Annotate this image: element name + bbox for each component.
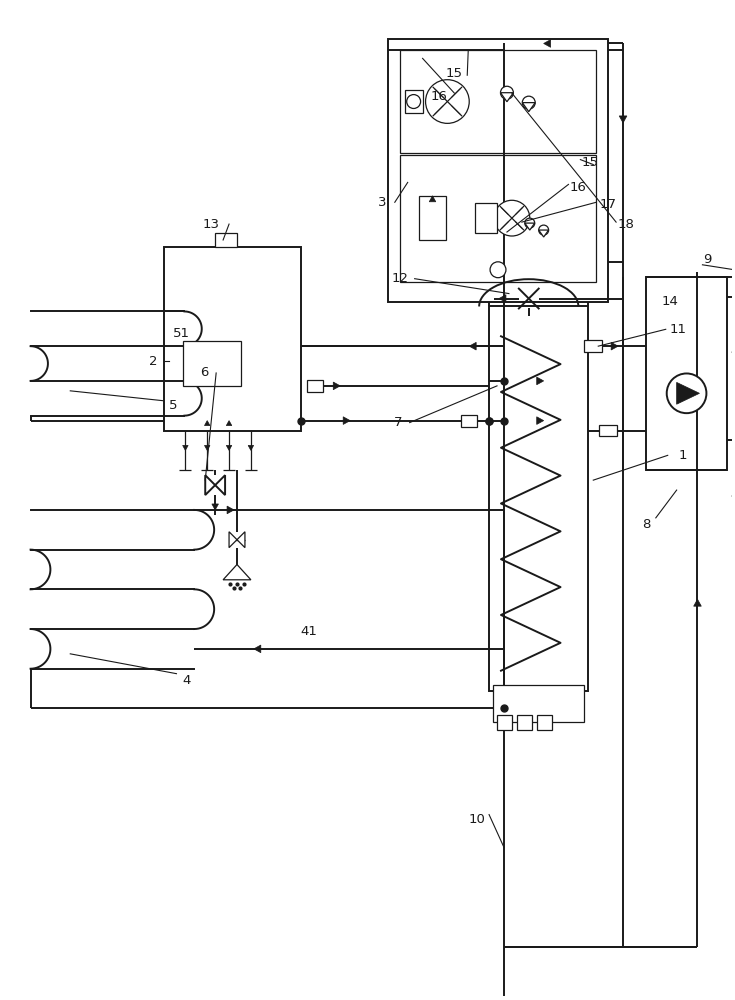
- Bar: [400, 50, 596, 153]
- Polygon shape: [525, 223, 535, 230]
- Bar: [493, 685, 584, 722]
- Circle shape: [539, 225, 548, 235]
- Circle shape: [406, 95, 420, 108]
- Polygon shape: [227, 506, 234, 514]
- Bar: [476, 203, 497, 233]
- Bar: [584, 340, 602, 352]
- Text: 14: 14: [662, 295, 678, 308]
- Bar: [400, 155, 596, 282]
- Polygon shape: [537, 417, 544, 424]
- Bar: [497, 715, 512, 730]
- Circle shape: [525, 218, 535, 228]
- Text: 13: 13: [203, 218, 220, 231]
- Circle shape: [494, 200, 530, 236]
- Text: 6: 6: [200, 366, 209, 379]
- Polygon shape: [333, 382, 340, 390]
- Text: 16: 16: [570, 181, 587, 194]
- Polygon shape: [248, 445, 254, 450]
- Text: 15: 15: [582, 156, 599, 169]
- Polygon shape: [499, 295, 506, 302]
- Text: 1: 1: [678, 449, 686, 462]
- Polygon shape: [204, 421, 210, 426]
- Polygon shape: [183, 445, 188, 450]
- Text: 18: 18: [617, 218, 634, 231]
- Bar: [307, 380, 323, 392]
- Polygon shape: [254, 645, 261, 653]
- Polygon shape: [619, 116, 627, 123]
- Bar: [599, 425, 617, 436]
- Text: 5: 5: [169, 399, 178, 412]
- Circle shape: [501, 86, 513, 99]
- Polygon shape: [215, 475, 225, 495]
- Bar: [419, 196, 446, 240]
- Polygon shape: [537, 377, 544, 385]
- Polygon shape: [226, 445, 232, 450]
- Bar: [405, 90, 423, 113]
- Polygon shape: [677, 382, 700, 404]
- Text: 2: 2: [149, 355, 158, 368]
- Polygon shape: [429, 196, 436, 202]
- Circle shape: [667, 373, 706, 413]
- Bar: [184, 341, 241, 386]
- Polygon shape: [223, 565, 251, 580]
- Text: 8: 8: [642, 518, 650, 531]
- Polygon shape: [212, 504, 218, 510]
- Polygon shape: [469, 342, 476, 350]
- Polygon shape: [204, 445, 210, 450]
- Circle shape: [426, 80, 469, 123]
- Text: 15: 15: [446, 67, 463, 80]
- Bar: [388, 39, 608, 302]
- Polygon shape: [229, 532, 237, 548]
- Bar: [489, 306, 588, 691]
- Text: 7: 7: [393, 416, 402, 429]
- Bar: [215, 233, 237, 247]
- Polygon shape: [544, 40, 551, 47]
- Polygon shape: [226, 421, 232, 426]
- Polygon shape: [205, 475, 215, 495]
- Text: 11: 11: [669, 323, 686, 336]
- Polygon shape: [523, 103, 535, 112]
- Bar: [517, 715, 531, 730]
- Text: 16: 16: [431, 90, 448, 103]
- Text: 12: 12: [391, 272, 408, 285]
- Text: 4: 4: [182, 674, 190, 687]
- Polygon shape: [611, 342, 618, 350]
- Polygon shape: [732, 480, 735, 497]
- Bar: [462, 415, 477, 427]
- Polygon shape: [694, 599, 701, 606]
- Polygon shape: [732, 336, 735, 353]
- Circle shape: [490, 262, 506, 278]
- Polygon shape: [343, 417, 350, 424]
- Text: 17: 17: [600, 198, 617, 211]
- Text: 51: 51: [173, 327, 190, 340]
- Bar: [537, 715, 551, 730]
- Polygon shape: [501, 93, 513, 102]
- Polygon shape: [539, 230, 548, 237]
- Text: 9: 9: [703, 253, 711, 266]
- Text: 41: 41: [300, 625, 317, 638]
- Bar: [164, 247, 301, 431]
- Bar: [646, 277, 727, 470]
- Text: 3: 3: [378, 196, 386, 209]
- Circle shape: [523, 96, 535, 109]
- Text: 10: 10: [469, 813, 486, 826]
- Polygon shape: [237, 532, 245, 548]
